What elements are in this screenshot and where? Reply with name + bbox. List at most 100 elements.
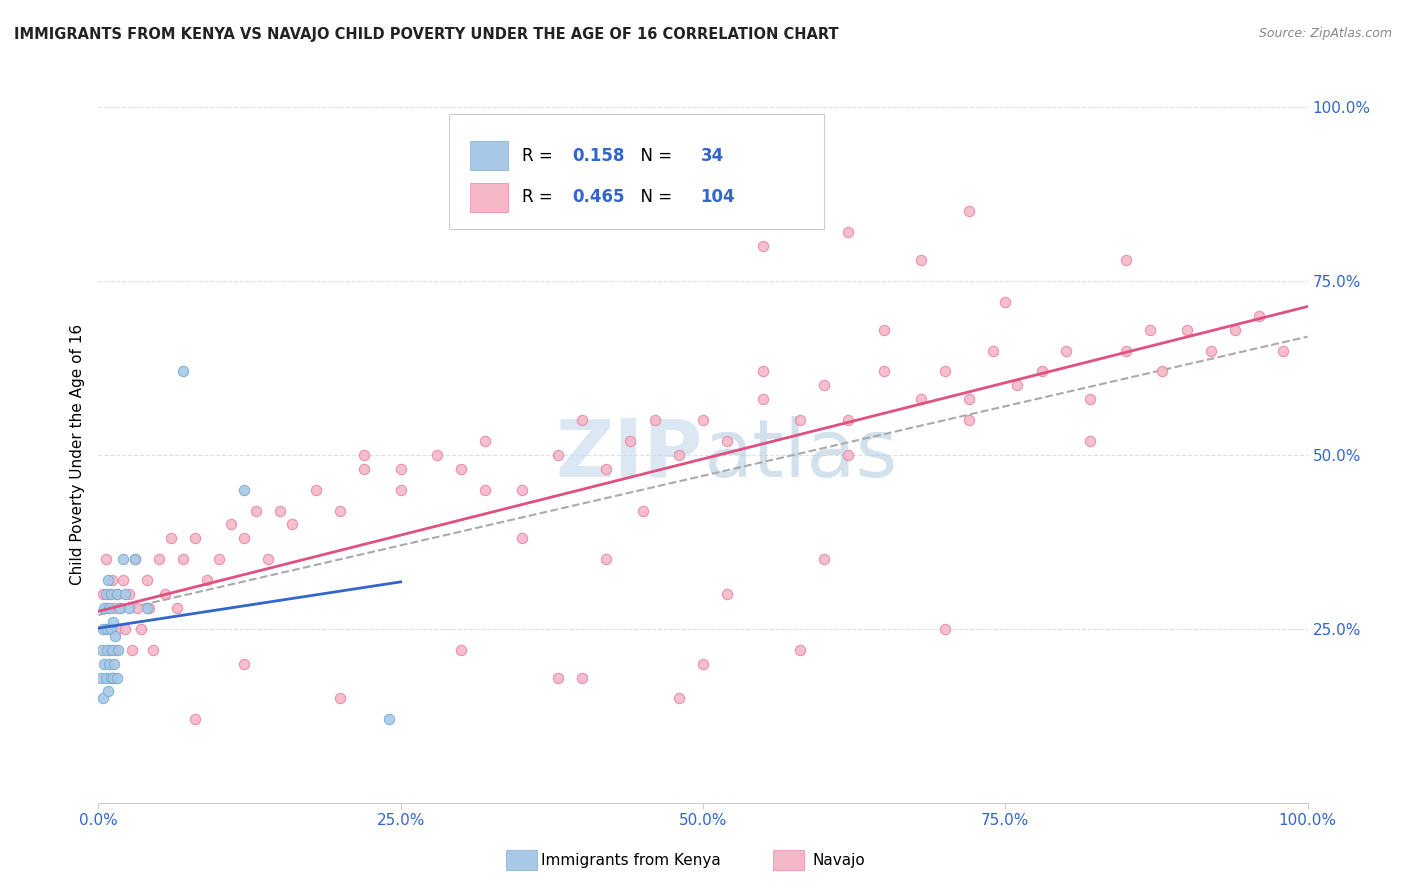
Point — [1007, 378, 1029, 392]
Point — [108, 601, 131, 615]
Point — [450, 642, 472, 657]
Point — [232, 483, 254, 497]
Point — [124, 552, 146, 566]
Point — [789, 642, 811, 657]
Point — [184, 532, 207, 546]
Point — [232, 532, 254, 546]
Point — [97, 684, 120, 698]
Text: atlas: atlas — [703, 416, 897, 494]
Point — [100, 573, 122, 587]
Point — [813, 552, 835, 566]
Point — [91, 587, 114, 601]
Text: ZIP: ZIP — [555, 416, 703, 494]
Point — [910, 392, 932, 407]
Point — [96, 642, 118, 657]
Point — [98, 587, 121, 601]
Point — [377, 712, 399, 726]
Point — [138, 601, 160, 615]
Point — [957, 204, 980, 219]
Point — [142, 642, 165, 657]
Point — [98, 601, 121, 615]
Point — [172, 364, 194, 378]
Point — [957, 413, 980, 427]
Point — [837, 413, 859, 427]
Point — [93, 601, 115, 615]
Point — [245, 503, 267, 517]
Text: IMMIGRANTS FROM KENYA VS NAVAJO CHILD POVERTY UNDER THE AGE OF 16 CORRELATION CH: IMMIGRANTS FROM KENYA VS NAVAJO CHILD PO… — [14, 27, 839, 42]
Point — [644, 413, 666, 427]
Point — [148, 552, 170, 566]
Text: 104: 104 — [700, 188, 735, 206]
Point — [97, 642, 120, 657]
Point — [1249, 309, 1271, 323]
Point — [153, 587, 176, 601]
Point — [1272, 343, 1295, 358]
Point — [389, 462, 412, 476]
Point — [353, 448, 375, 462]
Point — [100, 671, 122, 685]
Point — [547, 448, 569, 462]
Point — [752, 239, 775, 253]
Point — [389, 483, 412, 497]
Point — [91, 691, 114, 706]
Text: R =: R = — [522, 147, 558, 165]
Point — [595, 552, 617, 566]
Point — [281, 517, 304, 532]
Point — [94, 552, 117, 566]
Point — [329, 691, 352, 706]
Point — [124, 552, 146, 566]
Point — [101, 671, 124, 685]
Point — [1115, 253, 1137, 268]
Point — [111, 552, 134, 566]
Point — [135, 601, 157, 615]
Point — [108, 601, 131, 615]
Point — [111, 573, 134, 587]
Point — [873, 364, 896, 378]
Point — [1078, 434, 1101, 448]
Point — [105, 671, 128, 685]
Point — [172, 552, 194, 566]
Point — [752, 364, 775, 378]
Point — [104, 642, 127, 657]
Point — [96, 622, 118, 636]
Point — [97, 573, 120, 587]
Point — [107, 642, 129, 657]
Point — [981, 343, 1004, 358]
Point — [93, 657, 115, 671]
Point — [1223, 323, 1246, 337]
Text: Navajo: Navajo — [813, 854, 866, 868]
Point — [100, 622, 122, 636]
Point — [91, 622, 114, 636]
Point — [98, 657, 121, 671]
Point — [103, 657, 125, 671]
Point — [1152, 364, 1174, 378]
Point — [305, 483, 328, 497]
Point — [716, 587, 738, 601]
Point — [934, 364, 956, 378]
Point — [269, 503, 291, 517]
Point — [166, 601, 188, 615]
Point — [1175, 323, 1198, 337]
Point — [1199, 343, 1222, 358]
Point — [160, 532, 183, 546]
Point — [221, 517, 243, 532]
Point — [957, 392, 980, 407]
Point — [118, 587, 141, 601]
Point — [329, 503, 352, 517]
Point — [813, 378, 835, 392]
Point — [752, 392, 775, 407]
Point — [1078, 392, 1101, 407]
Point — [873, 323, 896, 337]
Point — [510, 483, 533, 497]
Text: R =: R = — [522, 188, 558, 206]
Text: Immigrants from Kenya: Immigrants from Kenya — [541, 854, 721, 868]
Point — [101, 615, 124, 629]
Point — [232, 657, 254, 671]
Point — [195, 573, 218, 587]
Point — [129, 622, 152, 636]
Text: 0.158: 0.158 — [572, 147, 624, 165]
Point — [353, 462, 375, 476]
Point — [910, 253, 932, 268]
Point — [474, 434, 496, 448]
Point — [1115, 343, 1137, 358]
